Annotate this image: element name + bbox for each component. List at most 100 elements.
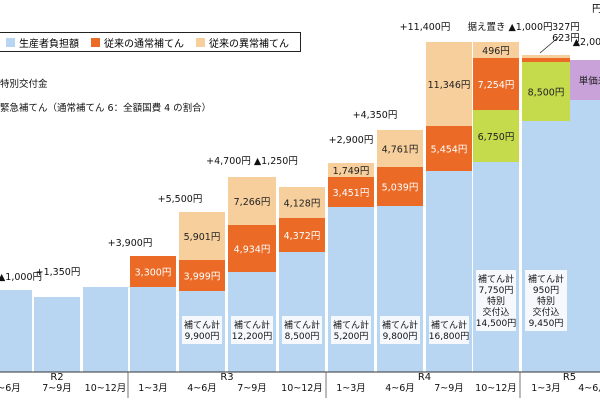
- label-abnormal-9: 11,346円: [428, 80, 471, 91]
- total-box-9: [429, 316, 469, 344]
- year-label-R4: R4: [418, 372, 431, 383]
- bar-abnormal-5: [228, 177, 276, 225]
- note-emergency: 緊急補てん（通常補てん 6：全額国費 4 の割合）: [0, 103, 212, 114]
- bar-emergency-12: [570, 60, 600, 100]
- bar-normal-7: [328, 177, 374, 207]
- bar-normal-4: [179, 260, 225, 291]
- total-box-11: [525, 270, 567, 331]
- total-box-7: [331, 316, 371, 344]
- label-normal-3: 3,300円: [135, 268, 172, 279]
- legend-swatch-abnormal: [196, 37, 205, 47]
- tick-label-6: 10~12月: [281, 383, 323, 394]
- bar-abnormal-9: [426, 42, 472, 126]
- tick-label-3: 1~3月: [138, 383, 168, 394]
- total-label-9: 補てん計 16,800円: [429, 319, 470, 342]
- tick-label-2: 10~12月: [85, 383, 127, 394]
- bar-normal-3: [130, 256, 176, 287]
- label-normal-4: 3,999円: [184, 272, 221, 283]
- total-label-6: 補てん計 8,500円: [284, 319, 320, 342]
- bar-self-12: [570, 100, 600, 372]
- bar-abnormal-7: [328, 163, 374, 177]
- top-label-12: ▲2,000: [573, 37, 600, 48]
- top-label-4: +5,500円: [158, 194, 203, 205]
- bar-self-8: [377, 206, 423, 372]
- tick-label-7: 1~3月: [336, 383, 366, 394]
- bar-abnormal-8: [377, 130, 423, 167]
- label-normal-9: 5,454円: [431, 145, 468, 156]
- tick-label-10: 10~12月: [475, 383, 517, 394]
- label-special-11: 8,500円: [528, 88, 565, 99]
- bar-normal-9: [426, 126, 472, 171]
- top-label-0: ▲1,000円: [0, 272, 42, 283]
- legend-label-self: 生産者負担額: [19, 38, 79, 50]
- legend-swatch-self: [6, 37, 15, 47]
- unit-label: 円: [592, 4, 600, 15]
- bar-abnormal-4: [179, 212, 225, 260]
- legend-item-abnormal: 従来の異常補てん: [196, 35, 289, 50]
- tick-label-9: 7~9月: [434, 383, 464, 394]
- bar-abnormal-11: [522, 55, 570, 58]
- total-box-8: [380, 316, 420, 344]
- bar-self-11: [522, 121, 570, 372]
- label-abnormal-5: 7,266円: [234, 197, 271, 208]
- bar-self-7: [328, 207, 374, 372]
- year-label-R5: R5: [563, 372, 576, 383]
- note-special: 特別交付金: [0, 79, 48, 90]
- year-label-R3: R3: [220, 372, 233, 383]
- top-label-8: +4,350円: [353, 110, 398, 121]
- total-box-6: [282, 316, 322, 344]
- legend: 生産者負担額 従来の通常補てん 従来の異常補てん: [0, 32, 301, 52]
- top-label-1: +1,350円: [36, 267, 81, 278]
- total-box-10: [476, 270, 516, 331]
- top-label-10: 据え置き ▲1,000円: [467, 21, 552, 33]
- bar-normal-8: [377, 167, 423, 206]
- total-label-5: 補てん計 12,200円: [232, 319, 273, 342]
- tick-label-12: 4~6月: [578, 383, 600, 394]
- bar-normal-6: [279, 218, 325, 252]
- bar-abnormal-10: [473, 42, 519, 58]
- total-box-5: [231, 316, 273, 344]
- top-label-11: 327円 623円: [552, 22, 580, 44]
- top-label-9: +11,400円: [400, 22, 451, 33]
- tick-label-1: 7~9月: [42, 383, 72, 394]
- total-label-4: 補てん計 9,900円: [184, 319, 220, 342]
- label-abnormal-7: 1,749円: [333, 166, 370, 177]
- tick-label-11: 1~3月: [531, 383, 561, 394]
- bar-special-11: [522, 62, 570, 121]
- legend-label-normal: 従来の通常補てん: [104, 38, 184, 50]
- legend-label-abnormal: 従来の異常補てん: [209, 38, 289, 50]
- label-emergency-12: 単価未: [579, 75, 600, 87]
- label-normal-5: 4,934円: [234, 245, 271, 256]
- label-normal-10: 7,254円: [478, 80, 515, 91]
- label-abnormal-6: 4,128円: [284, 199, 321, 210]
- label-abnormal-10: 496円: [482, 46, 510, 57]
- bar-self-10: [473, 162, 519, 372]
- label-normal-7: 3,451円: [333, 188, 370, 199]
- total-label-11: 補てん計 950円特別交付込 9,450円: [528, 273, 564, 329]
- label-normal-6: 4,372円: [284, 231, 321, 242]
- top-label-7: +2,900円: [329, 135, 374, 146]
- total-box-4: [182, 316, 222, 344]
- bar-normal-10: [473, 58, 519, 110]
- bar-self-1: [34, 297, 80, 372]
- bar-special-10: [473, 110, 519, 162]
- bar-self-2: [83, 287, 128, 372]
- total-label-7: 補てん計 5,200円: [333, 319, 369, 342]
- label-special-10: 6,750円: [478, 132, 515, 143]
- tick-label-4: 4~6月: [187, 383, 217, 394]
- bar-normal-11: [522, 58, 570, 62]
- total-label-10: 補てん計 7,750円特別交付込 14,500円: [476, 273, 517, 329]
- label-abnormal-4: 5,901円: [184, 232, 221, 243]
- tick-label-0: 4~6月: [0, 383, 21, 394]
- top-label-3: +3,900円: [108, 238, 153, 249]
- legend-item-normal: 従来の通常補てん: [91, 35, 184, 50]
- bar-abnormal-6: [279, 187, 325, 218]
- total-label-8: 補てん計 9,800円: [382, 319, 418, 342]
- bar-self-6: [279, 252, 325, 372]
- top-label-5: +4,700円 ▲1,250円: [206, 156, 298, 167]
- bar-normal-5: [228, 225, 276, 272]
- annot-line-1: [539, 35, 561, 54]
- label-normal-8: 5,039円: [382, 183, 419, 194]
- year-label-R2: R2: [50, 372, 63, 383]
